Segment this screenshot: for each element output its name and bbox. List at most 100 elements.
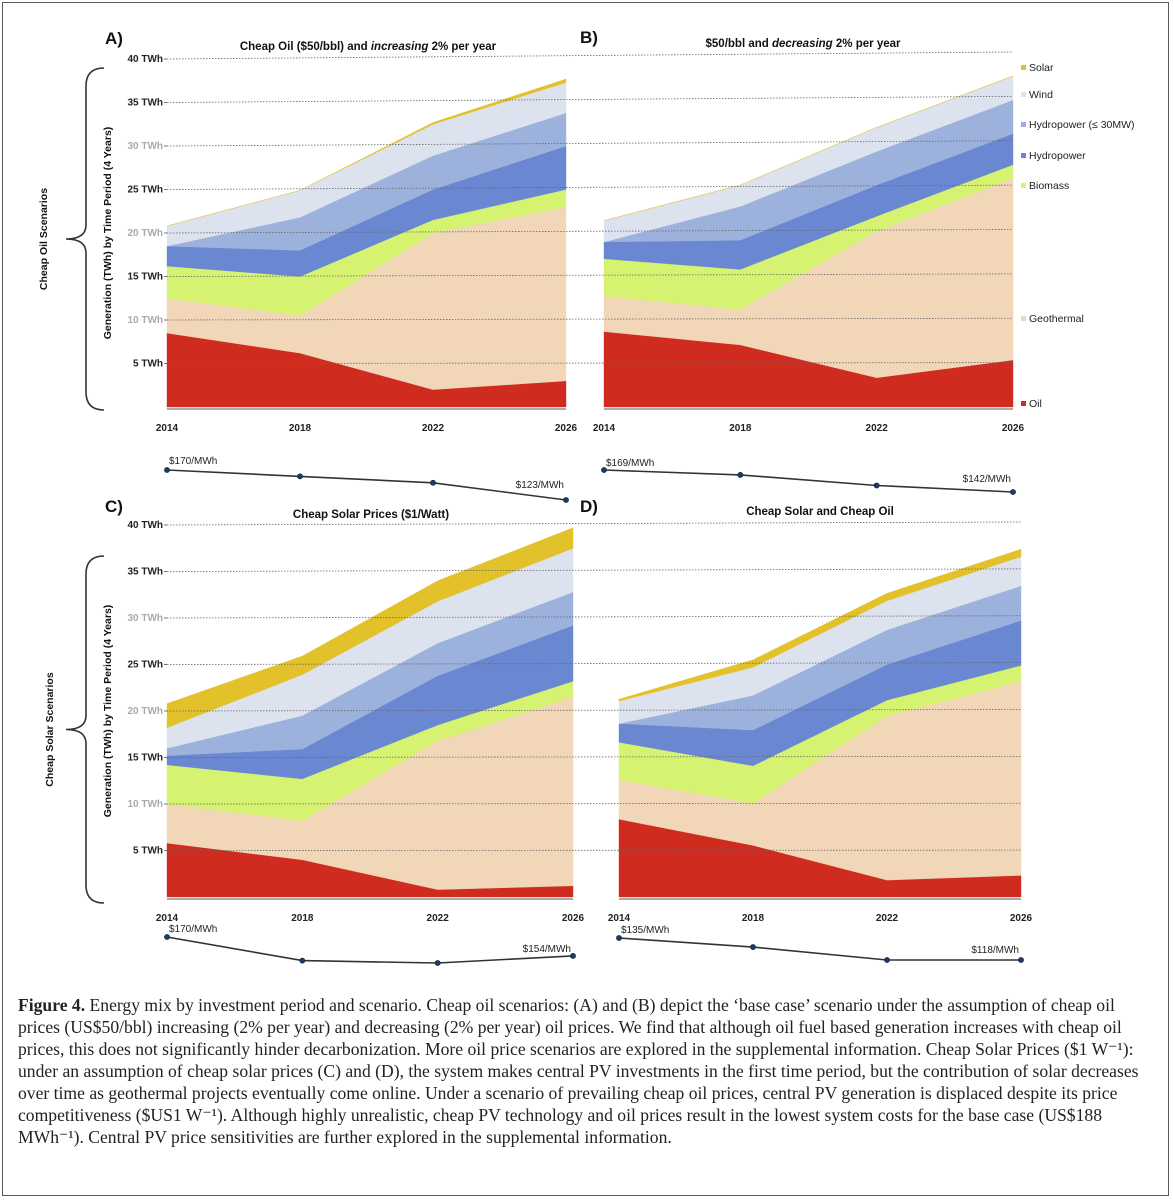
x-tick-label-c: 2026 <box>562 913 585 924</box>
cost-line-b <box>603 469 1014 493</box>
panel-letter-a: A) <box>105 29 123 48</box>
cheap-solar-brace <box>65 555 105 904</box>
legend-swatch-hydropower <box>1021 153 1026 158</box>
caption-label: Figure 4. <box>18 995 86 1015</box>
cost-point-c <box>434 960 441 966</box>
y-tick-label-a: 25 TWh <box>127 185 163 196</box>
area-solar-a <box>166 78 567 227</box>
gridline-10 <box>166 317 1014 321</box>
cost-line-c <box>166 936 574 964</box>
cost-start-label-c: $170/MWh <box>169 924 217 935</box>
cost-point-d <box>1018 957 1024 963</box>
gridline-10 <box>166 802 1022 805</box>
gridline-15 <box>166 273 1014 277</box>
x-tick-label-c: 2014 <box>156 913 179 924</box>
y-axis-title-c: Generation (TWh) by Time Period (4 Years… <box>102 605 114 818</box>
cheap-solar-group-label: Cheap Solar Scenarios <box>44 672 56 787</box>
gridline-5 <box>166 362 1014 364</box>
y-tick-label-c: 10 TWh <box>127 799 163 810</box>
x-tick-label-a: 2018 <box>289 423 312 434</box>
area-solar-c <box>166 527 574 728</box>
gridline-15 <box>166 755 1022 758</box>
cheap-oil-group-label: Cheap Oil Scenarios <box>38 188 50 290</box>
cost-point-c <box>164 934 170 940</box>
x-tick-label-b: 2026 <box>1002 423 1025 434</box>
x-tick-label-c: 2022 <box>427 913 450 924</box>
legend-label-solar: Solar <box>1029 62 1054 74</box>
y-tick-label-a: 30 TWh <box>127 141 163 152</box>
legend-swatch-wind <box>1021 92 1026 97</box>
area-solar-b <box>603 75 1014 221</box>
panel-title-a: Cheap Oil ($50/bbl) and increasing 2% pe… <box>240 41 497 53</box>
y-tick-label-a: 20 TWh <box>127 228 163 239</box>
cost-point-d <box>750 944 756 950</box>
y-tick-label-c: 25 TWh <box>127 660 163 671</box>
gridline-40 <box>166 51 1014 60</box>
cost-point-a <box>430 479 436 486</box>
y-tick-label-c: 35 TWh <box>127 567 163 578</box>
cost-point-b <box>737 471 744 478</box>
x-tick-label-b: 2022 <box>866 423 889 434</box>
cost-point-b <box>601 467 607 473</box>
legend-label-oil: Oil <box>1029 398 1042 410</box>
gridline-35 <box>166 95 1014 103</box>
x-tick-label-a: 2026 <box>555 423 578 434</box>
cost-end-label-a: $123/MWh <box>516 480 564 491</box>
figure-charts: 2014 2018 2022 2026 5 TWh 10 TWh 15 TWh 20 TWh 2… <box>38 28 1135 966</box>
y-tick-label-a: 5 TWh <box>133 359 163 370</box>
x-tick-label-b: 2014 <box>593 423 616 434</box>
x-tick-label-d: 2014 <box>608 913 631 924</box>
gridline-40 <box>166 521 1022 526</box>
legend-label-geothermal: Geothermal <box>1029 313 1084 325</box>
y-tick-label-c: 15 TWh <box>127 753 163 764</box>
y-tick-label-c: 40 TWh <box>127 520 163 531</box>
x-tick-label-c: 2018 <box>291 913 314 924</box>
legend-label-wind: Wind <box>1029 89 1053 101</box>
cheap-oil-brace <box>65 67 105 411</box>
cost-line-d <box>618 937 1021 961</box>
y-tick-label-a: 40 TWh <box>127 54 163 65</box>
x-tick-label-d: 2022 <box>876 913 899 924</box>
panel-title-c: Cheap Solar Prices ($1/Watt) <box>293 509 449 521</box>
y-tick-label-c: 20 TWh <box>127 706 163 717</box>
panel-letter-c: C) <box>105 497 123 516</box>
cost-point-a <box>297 473 303 480</box>
cost-start-label-a: $170/MWh <box>169 456 217 467</box>
legend-label-hydropower: Hydropower <box>1029 150 1086 162</box>
y-tick-label-a: 35 TWh <box>127 98 163 109</box>
legend-swatch-solar <box>1021 65 1026 70</box>
gridline-30 <box>166 140 1014 147</box>
legend-label-biomass: Biomass <box>1029 180 1069 192</box>
gridline-35 <box>166 568 1022 572</box>
legend-swatch-hydropower-30mw <box>1021 122 1026 127</box>
y-axis-title-a: Generation (TWh) by Time Period (4 Years… <box>102 127 114 340</box>
x-tick-label-d: 2026 <box>1010 913 1033 924</box>
cost-point-a <box>164 467 170 473</box>
legend-label-hydropower-30mw: Hydropower (≤ 30MW) <box>1029 119 1135 131</box>
cost-point-c <box>570 953 576 959</box>
cost-end-label-d: $118/MWh <box>971 945 1019 956</box>
cost-point-d <box>616 935 622 941</box>
gridline-20 <box>166 229 1014 234</box>
gridline-25 <box>166 662 1022 665</box>
panel-title-d: Cheap Solar and Cheap Oil <box>746 506 894 518</box>
legend-swatch-geothermal <box>1021 316 1026 321</box>
y-tick-label-a: 15 TWh <box>127 272 163 283</box>
x-tick-label-a: 2014 <box>156 423 179 434</box>
cost-point-b <box>873 482 880 489</box>
panel-letter-d: D) <box>580 497 598 516</box>
panel-letter-b: B) <box>580 28 598 47</box>
x-tick-label-a: 2022 <box>422 423 445 434</box>
gridline-30 <box>166 615 1022 619</box>
cost-point-c <box>299 957 306 964</box>
cost-point-a <box>563 497 569 503</box>
caption-text: Energy mix by investment period and scen… <box>18 995 1139 1147</box>
figure-caption: Figure 4. Energy mix by investment perio… <box>18 994 1153 1148</box>
cost-start-label-d: $135/MWh <box>621 925 669 936</box>
x-tick-label-b: 2018 <box>729 423 752 434</box>
cost-end-label-c: $154/MWh <box>523 944 571 955</box>
cost-point-d <box>884 957 890 963</box>
cost-point-b <box>1010 489 1016 495</box>
cost-line-a <box>166 469 567 501</box>
